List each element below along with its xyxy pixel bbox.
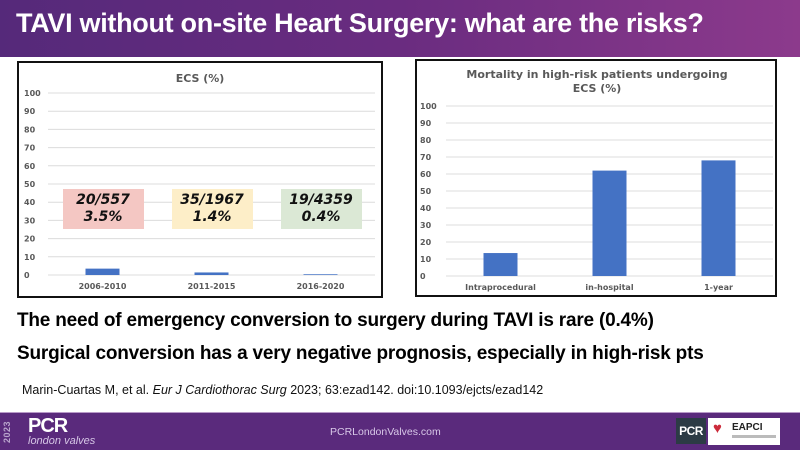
footer-bar: 2023 PCR london valves PCRLondonValves.c…: [0, 412, 800, 450]
citation: Marin-Cuartas M, et al. Eur J Cardiothor…: [22, 383, 543, 397]
bar-2006-2010: [85, 268, 120, 275]
y-tick-label: 40: [420, 204, 432, 213]
mortality-chart: Mortality in high-risk patients undergoi…: [415, 59, 777, 297]
y-tick-label: 70: [420, 153, 432, 162]
y-tick-label: 0: [420, 272, 426, 281]
annotation-fraction: 19/4359: [289, 192, 353, 209]
annotation-fraction: 35/1967: [180, 192, 244, 209]
x-category-label: 2016-2020: [297, 282, 345, 291]
annotation-percent: 3.5%: [83, 209, 123, 226]
footer-url-link[interactable]: PCRLondonValves.com: [330, 426, 441, 438]
annotation-percent: 0.4%: [301, 209, 341, 226]
pcr-london-valves-logo: PCR: [28, 415, 68, 437]
bar-2016-2020: [303, 274, 338, 275]
y-tick-label: 50: [420, 187, 432, 196]
bar-in-hospital: [592, 170, 627, 276]
header-banner: TAVI without on-site Heart Surgery: what…: [0, 0, 800, 57]
annotation-box-2011-2015: 35/1967 1.4%: [171, 189, 253, 230]
x-category-label: 2006-2010: [79, 282, 127, 291]
heart-icon: ♥: [713, 420, 722, 437]
y-tick-label: 20: [420, 238, 432, 247]
annotation-box-2006-2010: 20/557 3.5%: [62, 189, 144, 230]
bar-1-year: [701, 160, 736, 276]
y-tick-label: 90: [420, 119, 432, 128]
key-statement-rare-conversion: The need of emergency conversion to surg…: [17, 310, 654, 331]
chart-title-line-1: Mortality in high-risk patients undergoi…: [466, 68, 727, 81]
x-category-label: in-hospital: [585, 283, 633, 292]
eapci-tagline: [732, 435, 776, 438]
y-tick-label: 10: [24, 253, 36, 262]
bar-2011-2015: [194, 272, 229, 275]
citation-journal: Eur J Cardiothorac Surg: [152, 383, 287, 397]
y-tick-label: 80: [24, 125, 36, 134]
y-tick-label: 50: [24, 180, 36, 189]
citation-details: 2023; 63:ezad142. doi:10.1093/ejcts/ezad…: [290, 383, 544, 397]
chart-title: ECS (%): [176, 72, 225, 85]
citation-authors: Marin-Cuartas M, et al.: [22, 383, 150, 397]
x-category-label: Intraprocedural: [465, 283, 536, 292]
bar-intraprocedural: [483, 253, 518, 276]
y-tick-label: 40: [24, 198, 36, 207]
annotation-box-2016-2020: 19/4359 0.4%: [280, 189, 362, 230]
key-statement-negative-prognosis: Surgical conversion has a very negative …: [17, 343, 704, 364]
eapci-logo: ♥ EAPCI: [708, 418, 780, 445]
y-tick-label: 10: [420, 255, 432, 264]
x-category-label: 2011-2015: [188, 282, 236, 291]
y-tick-label: 80: [420, 136, 432, 145]
y-tick-label: 30: [420, 221, 432, 230]
y-tick-label: 100: [24, 89, 41, 98]
annotation-percent: 1.4%: [192, 209, 232, 226]
footer-year: 2023: [2, 420, 12, 444]
y-tick-label: 70: [24, 144, 36, 153]
ecs-chart: ECS (%) 0 10 20 30 40 50 60 70 80 90 100 2006-2010…: [17, 61, 383, 298]
x-category-label: 1-year: [704, 283, 733, 292]
chart-title-line-2: ECS (%): [573, 82, 622, 95]
ecs-chart-svg: ECS (%) 0 10 20 30 40 50 60 70 80 90 100 2006-2010…: [24, 72, 375, 291]
slide-title: TAVI without on-site Heart Surgery: what…: [16, 8, 704, 38]
y-tick-label: 100: [420, 102, 437, 111]
y-tick-label: 30: [24, 216, 36, 225]
eapci-label: EAPCI: [732, 422, 763, 433]
y-tick-label: 60: [24, 162, 36, 171]
y-tick-label: 0: [24, 271, 30, 280]
pcr-london-valves-logo-subtitle: london valves: [28, 435, 96, 447]
pcr-badge-logo: PCR: [676, 418, 706, 444]
y-tick-label: 90: [24, 107, 36, 116]
y-tick-label: 60: [420, 170, 432, 179]
y-tick-label: 20: [24, 235, 36, 244]
mortality-chart-svg: Mortality in high-risk patients undergoi…: [420, 68, 773, 292]
annotation-fraction: 20/557: [76, 192, 130, 209]
